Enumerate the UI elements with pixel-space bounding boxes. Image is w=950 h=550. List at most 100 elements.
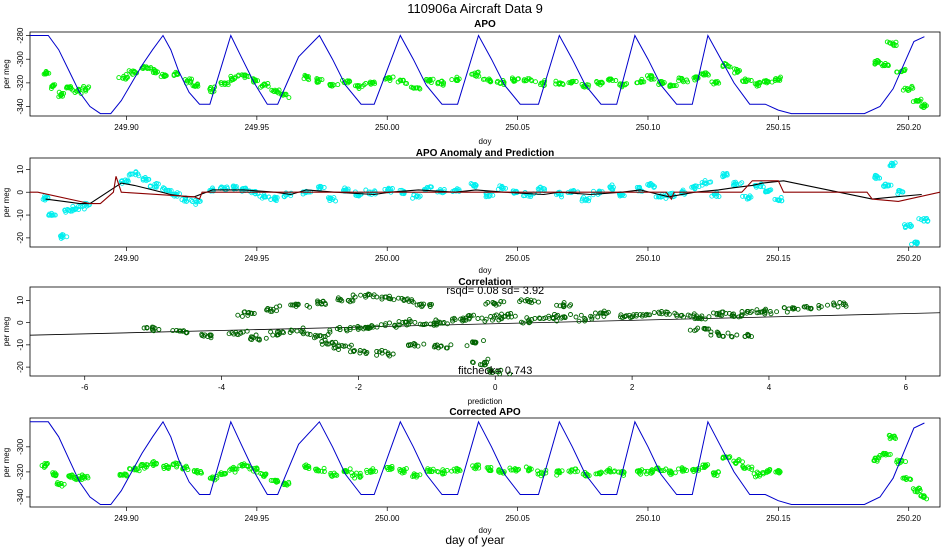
plot-frame (29, 417, 941, 508)
data-point (370, 79, 375, 85)
x-tick-label: -2 (355, 383, 363, 392)
fit-line (30, 312, 940, 336)
data-point (194, 467, 200, 473)
data-point (921, 493, 927, 499)
data-point (435, 345, 441, 351)
data-point (77, 204, 83, 209)
data-point (184, 330, 190, 335)
data-point (421, 341, 427, 347)
x-tick-label: 2 (630, 383, 635, 392)
data-point (893, 436, 898, 441)
data-point (679, 312, 685, 318)
data-point (924, 496, 930, 502)
data-point (71, 476, 77, 482)
x-tick-label: 250.15 (766, 123, 791, 132)
data-point (740, 459, 745, 465)
data-point (55, 480, 61, 486)
data-point (764, 80, 770, 86)
data-point (413, 472, 419, 478)
data-point (133, 169, 139, 175)
data-point (660, 81, 666, 86)
y-tick-label: -10 (16, 209, 25, 221)
x-tick-label: 250.05 (505, 254, 530, 263)
data-point (501, 299, 507, 305)
data-point (133, 172, 139, 178)
data-point (739, 312, 745, 318)
data-point (525, 76, 531, 82)
data-point (647, 312, 653, 318)
data-point (207, 475, 213, 481)
data-point (589, 314, 595, 320)
data-point (81, 206, 87, 212)
data-point (477, 362, 483, 368)
fitcheck-annotation: fitcheck= 0.743 (458, 365, 532, 377)
data-point (802, 304, 808, 310)
data-point (150, 324, 156, 330)
data-point (374, 324, 380, 330)
data-point (362, 349, 368, 355)
series-points-0 (40, 160, 931, 247)
data-point (265, 81, 271, 86)
data-point (363, 187, 369, 193)
data-point (465, 313, 471, 319)
data-point (140, 462, 146, 468)
data-point (132, 69, 138, 75)
data-point (536, 299, 541, 305)
x-axis-label: prediction (468, 397, 503, 406)
data-point (410, 299, 416, 305)
data-point (605, 309, 611, 315)
data-point (330, 340, 335, 346)
data-point (294, 302, 300, 307)
data-point (714, 80, 720, 86)
data-point (249, 311, 255, 316)
data-point (622, 314, 628, 320)
data-point (842, 301, 848, 307)
data-point (737, 181, 743, 187)
data-point (150, 327, 156, 333)
data-point (910, 99, 916, 105)
data-point (651, 76, 657, 82)
data-point (638, 471, 643, 477)
data-point (558, 315, 564, 321)
data-point (364, 470, 370, 475)
data-point (583, 83, 589, 89)
data-point (406, 321, 412, 327)
data-point (909, 241, 914, 247)
data-point (378, 322, 384, 328)
data-point (387, 320, 392, 326)
figure-xlabel: day of year (445, 533, 504, 547)
data-point (283, 482, 289, 487)
data-point (268, 197, 274, 202)
data-point (754, 310, 760, 316)
data-point (471, 339, 477, 345)
data-point (774, 309, 780, 315)
data-point (383, 321, 389, 327)
plot-area (30, 160, 940, 247)
data-point (61, 481, 67, 487)
data-point (235, 312, 241, 318)
data-point (290, 302, 295, 308)
data-point (732, 460, 738, 466)
data-point (443, 345, 449, 351)
data-point (397, 466, 403, 472)
y-axis-label: per meg (2, 59, 11, 88)
y-tick-label: -320 (16, 74, 25, 91)
data-point (194, 82, 200, 88)
data-point (754, 307, 760, 313)
data-point (307, 332, 313, 337)
data-point (268, 329, 274, 335)
data-point (527, 299, 533, 305)
data-point (191, 83, 197, 89)
data-point (170, 328, 176, 334)
data-point (473, 73, 479, 79)
data-point (333, 198, 338, 204)
data-point (919, 104, 925, 109)
data-point (417, 472, 423, 478)
data-point (70, 206, 76, 212)
data-point (60, 232, 66, 238)
data-point (691, 466, 696, 472)
data-point (916, 216, 922, 222)
data-point (161, 463, 167, 469)
data-point (306, 77, 312, 83)
data-point (248, 336, 253, 342)
